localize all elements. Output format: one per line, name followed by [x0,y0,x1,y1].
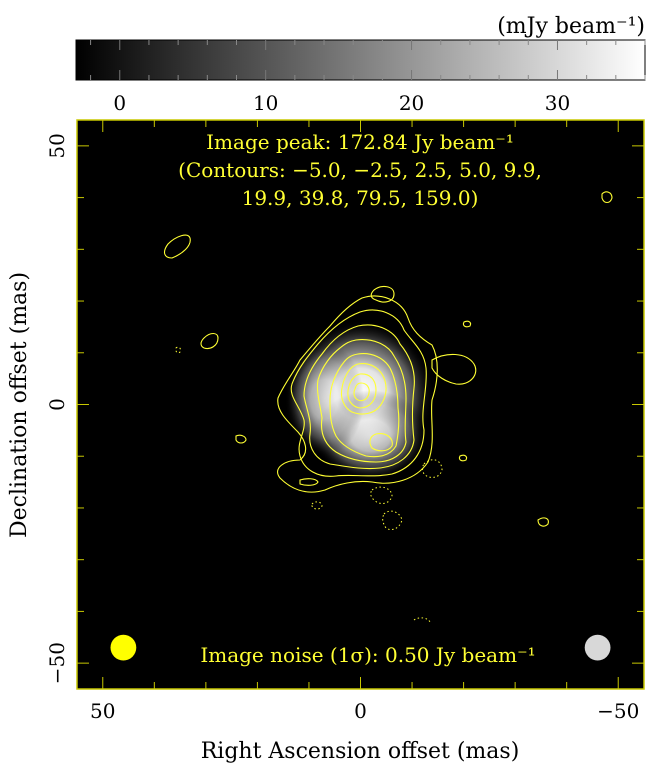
x-tick-labels: 50 0 −50 [90,699,639,723]
contour-island-1 [163,234,191,259]
contour-island-8 [537,517,549,527]
contour-level-7 [347,373,377,409]
neg-contour-5 [175,346,181,354]
colorbar-label: (mJy beam⁻¹) [497,14,645,39]
colorbar-tick-label: 20 [399,91,424,115]
emission-image [284,320,435,481]
neg-contour-1 [422,459,443,478]
negative-contours [175,346,443,623]
noise-annotation: Image noise (1σ): 0.50 Jy beam⁻¹ [200,643,535,667]
emission-blob-3 [284,342,365,457]
colorbar-tick-label: 0 [113,91,126,115]
y-tick-label: −50 [45,642,69,684]
y-tick-label: 0 [45,398,69,411]
contour-level-5 [329,353,400,458]
beam-marker [110,634,137,661]
contour-level-6 [340,363,387,415]
x-tick-label: 0 [354,699,367,723]
beam-2-marker [584,634,611,661]
colorbar-tick-label: 10 [253,91,278,115]
neg-contour-4 [311,501,323,510]
colorbar-ticks: 0 10 20 30 [90,40,646,115]
x-axis-label: Right Ascension offset (mas) [201,739,520,764]
axis-ticks [77,120,644,689]
contour-level-3 [303,324,415,470]
contour-island-4 [235,434,247,444]
contour-outer [277,295,438,493]
contour-knot [369,433,393,452]
contour-island-9 [458,454,468,462]
colorbar-gradient [75,39,646,81]
colorbar-tick-label: 30 [545,91,570,115]
contours-annotation-line2: 19.9, 39.8, 79.5, 159.0) [242,186,479,210]
x-tick-label: −50 [597,699,639,723]
beam-markers [110,634,611,661]
contour-island-5 [299,478,319,486]
contour-level-2 [290,309,427,477]
neg-contour-3 [382,510,403,531]
contour-level-8 [353,382,370,402]
neg-contour-6 [413,617,431,623]
colorbar: 0 10 20 30 (mJy beam⁻¹) [75,14,646,115]
contour-east-lobe [431,353,477,385]
x-tick-label: 50 [90,699,115,723]
contours [163,191,613,527]
plot-area: Image peak: 172.84 Jy beam⁻¹ (Contours: … [76,119,645,690]
contour-level-4 [316,339,407,463]
y-tick-label: 50 [45,133,69,158]
y-tick-labels: 50 0 −50 [45,133,69,684]
contour-island-7 [601,191,613,204]
y-axis-label: Declination offset (mas) [7,272,32,538]
contour-island-2 [370,285,395,303]
contours-annotation-line1: (Contours: −5.0, −2.5, 2.5, 5.0, 9.9, [178,158,542,182]
contour-island-6 [462,320,472,328]
contour-island-3 [200,332,219,350]
peak-annotation: Image peak: 172.84 Jy beam⁻¹ [206,130,514,154]
